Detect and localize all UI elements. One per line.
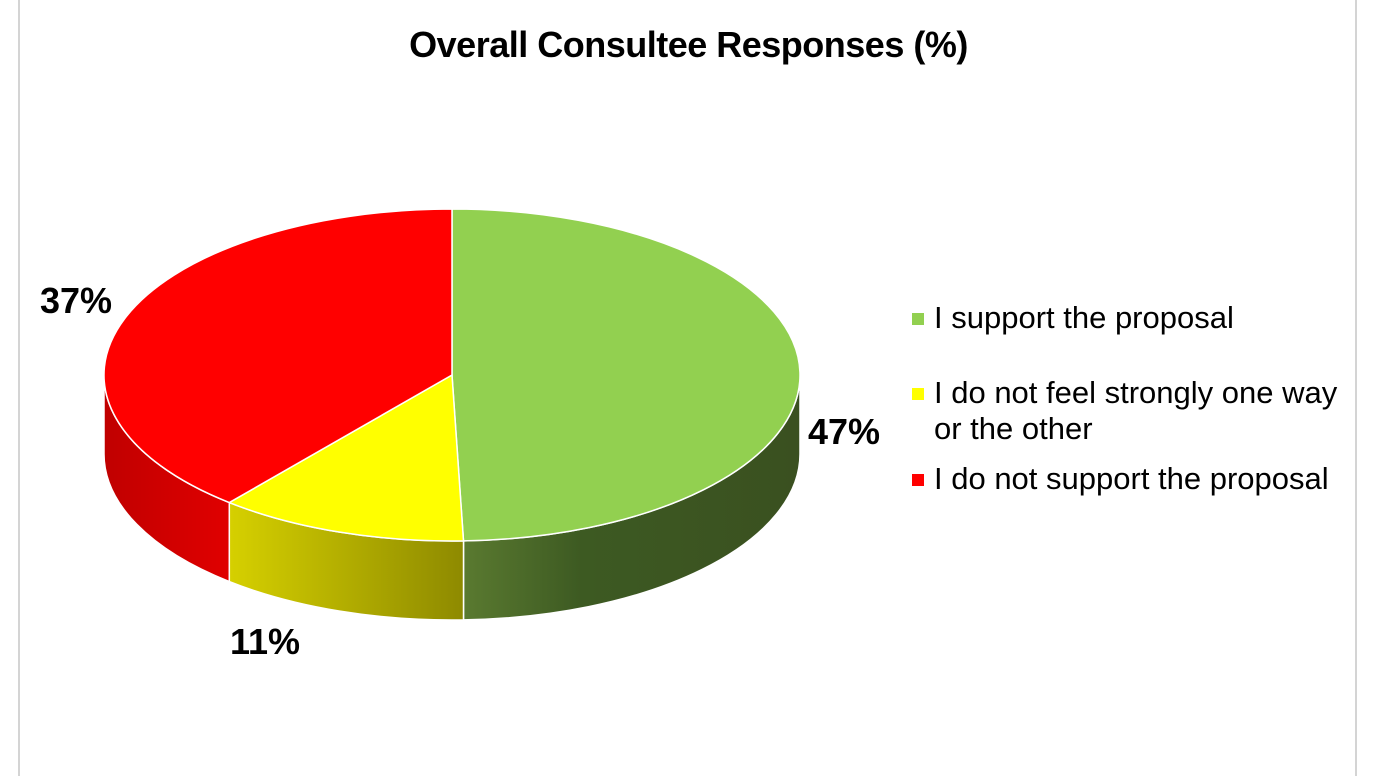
data-label-support: 47% [808, 411, 881, 452]
chart-frame [18, 0, 1357, 776]
legend-swatch [912, 388, 924, 400]
legend-swatch [912, 474, 924, 486]
legend-item-not-support: I do not support the proposal [912, 461, 1352, 497]
pie-slice-support [451, 208, 801, 542]
pie-slice-not-support [103, 208, 453, 504]
data-label-neutral: 11% [230, 621, 301, 662]
legend-item-neutral: I do not feel strongly one way or the ot… [912, 375, 1352, 447]
legend-label: I support the proposal [934, 300, 1234, 335]
legend-swatch [912, 313, 924, 325]
legend-item-support: I support the proposal [912, 300, 1352, 336]
legend: I support the proposal I do not feel str… [912, 300, 1352, 497]
legend-label: I do not feel strongly one way or the ot… [934, 375, 1338, 446]
legend-label: I do not support the proposal [934, 461, 1329, 496]
pie-slice-neutral [227, 373, 465, 542]
data-label-not-support: 37% [40, 280, 113, 321]
chart-title: Overall Consultee Responses (%) [409, 24, 968, 65]
